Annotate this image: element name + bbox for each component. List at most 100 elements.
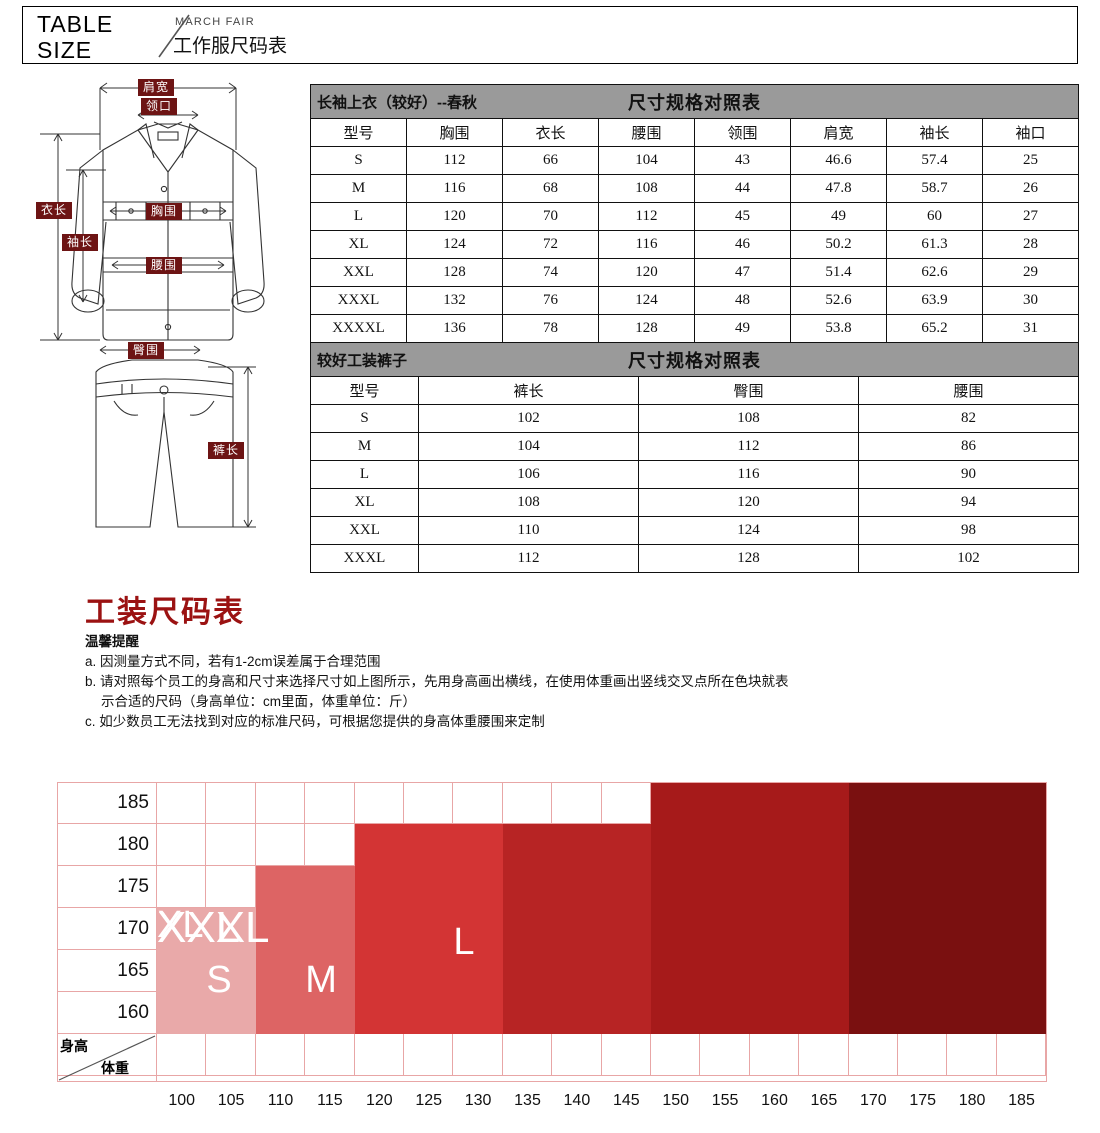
cell: 46.6 [790, 146, 887, 175]
table-row: XXXL 112 128 102 [310, 544, 1079, 573]
heatmap-cell [57, 992, 157, 1034]
cell: XXL [310, 258, 407, 287]
cell: 112 [406, 146, 503, 175]
cell: 52.6 [790, 286, 887, 315]
notes-block: 温馨提醒 a. 因测量方式不同，若有1-2cm误差属于合理范围 b. 请对照每个… [85, 632, 985, 732]
heatmap-cell [799, 1034, 849, 1076]
heatmap-weight-tick: 155 [711, 1092, 739, 1109]
cell: 31 [982, 314, 1079, 343]
cell: 108 [598, 174, 695, 203]
cell: 68 [502, 174, 599, 203]
page-title-red: 工装尺码表 [85, 596, 245, 629]
heatmap-cell [157, 782, 207, 824]
heatmap-cell [552, 1034, 602, 1076]
table-row: XL 124 72 116 46 50.2 61.3 28 [310, 230, 1079, 259]
column-header: 腰围 [858, 376, 1079, 405]
heatmap-cell [354, 1034, 404, 1076]
cell: 128 [406, 258, 503, 287]
label-shoulder: 肩宽 [138, 79, 175, 96]
column-header: 肩宽 [790, 118, 887, 147]
cell: XL [310, 230, 407, 259]
heatmap-axis-corner: 身高 体重 [57, 1034, 157, 1082]
table-header-row: 型号 胸围 衣长 腰围 领围 肩宽 袖长 袖口 [310, 118, 1079, 147]
axis-label-height: 身高 [60, 1038, 88, 1054]
slash-divider-icon [158, 14, 190, 58]
corner-diagonal-icon [58, 1035, 156, 1081]
heatmap-cell [206, 782, 256, 824]
cell: 86 [858, 432, 1079, 461]
size-heatmap-chart: S M L XL XXL XXXL 185 180 175 170 165 160 身高 体重 [57, 782, 1047, 1082]
heatmap-size-label-text: XXL [157, 902, 241, 952]
heatmap-weight-tick: 125 [415, 1092, 443, 1109]
header-title-en-line1: TABLE [37, 11, 114, 37]
pants-table-title: 较好工装裤子 尺寸规格对照表 [310, 342, 1079, 377]
column-header: 型号 [310, 376, 419, 405]
heatmap-cell [57, 950, 157, 992]
heatmap-cell [157, 1034, 207, 1076]
cell: 104 [418, 432, 639, 461]
table-title-row: 较好工装裤子 尺寸规格对照表 [310, 342, 1079, 377]
heatmap-weight-tick: 145 [612, 1092, 640, 1109]
cell: 26 [982, 174, 1079, 203]
cell: 43 [694, 146, 791, 175]
jacket-title-center: 尺寸规格对照表 [628, 92, 761, 113]
heatmap-cell [206, 824, 256, 866]
heatmap-height-tick: 175 [117, 876, 149, 897]
cell: 108 [638, 404, 859, 433]
heatmap-height-tick: 170 [117, 918, 149, 939]
cell: 60 [886, 202, 983, 231]
heatmap-cell [157, 866, 207, 908]
cell: 82 [858, 404, 1079, 433]
heatmap-size-label-text: XL [157, 903, 204, 946]
table-row: XL 108 120 94 [310, 488, 1079, 517]
cell: 53.8 [790, 314, 887, 343]
column-header: 腰围 [598, 118, 695, 147]
heatmap-height-tick: 160 [117, 1002, 149, 1023]
cell: 120 [598, 258, 695, 287]
label-hip: 臀围 [128, 342, 165, 359]
cell: 120 [406, 202, 503, 231]
note-b2: 示合适的尺码（身高单位：cm里面，体重单位：斤） [101, 694, 416, 709]
column-header: 胸围 [406, 118, 503, 147]
heatmap-cell [255, 824, 306, 866]
column-header: 臀围 [638, 376, 859, 405]
label-sleeve: 袖长 [62, 234, 99, 251]
heatmap-height-tick: 165 [117, 960, 149, 981]
cell: 51.4 [790, 258, 887, 287]
cell: 102 [858, 544, 1079, 573]
cell: XXXL [310, 544, 419, 573]
label-length: 衣长 [36, 202, 73, 219]
table-row: XXL 110 124 98 [310, 516, 1079, 545]
cell: M [310, 432, 419, 461]
cell: XXL [310, 516, 419, 545]
cell: 108 [418, 488, 639, 517]
column-header: 领围 [694, 118, 791, 147]
heatmap-weight-tick: 110 [267, 1092, 294, 1109]
heatmap-cell [305, 782, 355, 824]
cell: 74 [502, 258, 599, 287]
cell: 124 [598, 286, 695, 315]
heatmap-weight-tick: 115 [317, 1092, 343, 1109]
cell: 49 [694, 314, 791, 343]
heatmap-cell [651, 1034, 701, 1076]
heatmap-weight-tick: 160 [761, 1092, 788, 1109]
heatmap-cell [206, 1034, 256, 1076]
heatmap-weight-tick: 185 [1008, 1092, 1035, 1109]
heatmap-weight-tick: 120 [365, 1092, 393, 1109]
cell: 112 [598, 202, 695, 231]
heatmap-cell [749, 1034, 800, 1076]
cell: 70 [502, 202, 599, 231]
cell: 72 [502, 230, 599, 259]
cell: 50.2 [790, 230, 887, 259]
heatmap-cell [502, 782, 553, 824]
heatmap-cell [57, 908, 157, 950]
cell: 47 [694, 258, 791, 287]
header-brand: MARCH FAIR [175, 16, 255, 28]
cell: 63.9 [886, 286, 983, 315]
cell: 128 [638, 544, 859, 573]
cell: S [310, 404, 419, 433]
cell: 116 [406, 174, 503, 203]
cell: XL [310, 488, 419, 517]
cell: 57.4 [886, 146, 983, 175]
garment-drawing-icon [40, 82, 265, 528]
